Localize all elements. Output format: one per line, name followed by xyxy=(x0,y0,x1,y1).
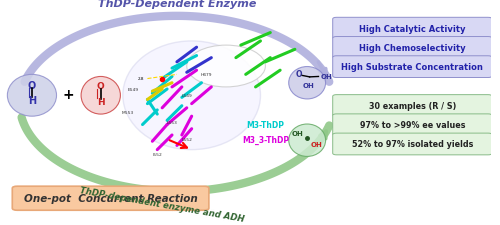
FancyBboxPatch shape xyxy=(332,37,492,59)
Text: L553: L553 xyxy=(166,121,177,125)
Text: OH: OH xyxy=(320,74,332,80)
Text: O: O xyxy=(28,81,36,90)
Text: High Catalytic Activity: High Catalytic Activity xyxy=(359,25,466,34)
Text: ThDP-dependent enzyme and ADH: ThDP-dependent enzyme and ADH xyxy=(79,185,245,223)
Ellipse shape xyxy=(288,67,326,99)
Text: 2.8: 2.8 xyxy=(138,76,144,80)
FancyBboxPatch shape xyxy=(332,95,492,117)
Text: O: O xyxy=(296,70,302,79)
Text: +: + xyxy=(62,88,74,102)
Text: ThDP-Dependent Enzyme: ThDP-Dependent Enzyme xyxy=(98,0,256,9)
Text: I552: I552 xyxy=(152,152,162,156)
Ellipse shape xyxy=(187,46,266,88)
Ellipse shape xyxy=(8,75,56,117)
Text: M3-ThDP: M3-ThDP xyxy=(246,121,284,129)
Ellipse shape xyxy=(123,42,260,150)
Text: OH: OH xyxy=(302,82,314,88)
Text: One-pot  Concurrent Reaction: One-pot Concurrent Reaction xyxy=(24,193,198,203)
Text: High Chemoselectivity: High Chemoselectivity xyxy=(359,44,466,53)
FancyBboxPatch shape xyxy=(332,133,492,155)
Text: OH: OH xyxy=(292,130,303,136)
Text: L549: L549 xyxy=(182,94,192,98)
Text: 97% to >99% ee values: 97% to >99% ee values xyxy=(360,121,465,130)
FancyBboxPatch shape xyxy=(12,186,209,210)
Text: M553: M553 xyxy=(122,110,134,115)
Text: High Substrate Concentration: High Substrate Concentration xyxy=(342,63,484,72)
Text: H479: H479 xyxy=(200,73,212,77)
Text: 52% to 97% isolated yields: 52% to 97% isolated yields xyxy=(352,140,473,149)
FancyBboxPatch shape xyxy=(332,114,492,136)
Ellipse shape xyxy=(81,77,120,115)
Text: H: H xyxy=(97,98,104,107)
Text: H: H xyxy=(28,96,36,106)
Text: M3_3-ThDP: M3_3-ThDP xyxy=(242,135,289,144)
Ellipse shape xyxy=(288,124,326,157)
Text: 30 examples (R / S): 30 examples (R / S) xyxy=(368,101,456,110)
Text: E549: E549 xyxy=(127,88,138,92)
Text: OH: OH xyxy=(310,142,322,148)
FancyBboxPatch shape xyxy=(332,18,492,40)
FancyBboxPatch shape xyxy=(332,56,492,78)
Text: O: O xyxy=(97,82,104,91)
Text: L552: L552 xyxy=(182,137,192,142)
